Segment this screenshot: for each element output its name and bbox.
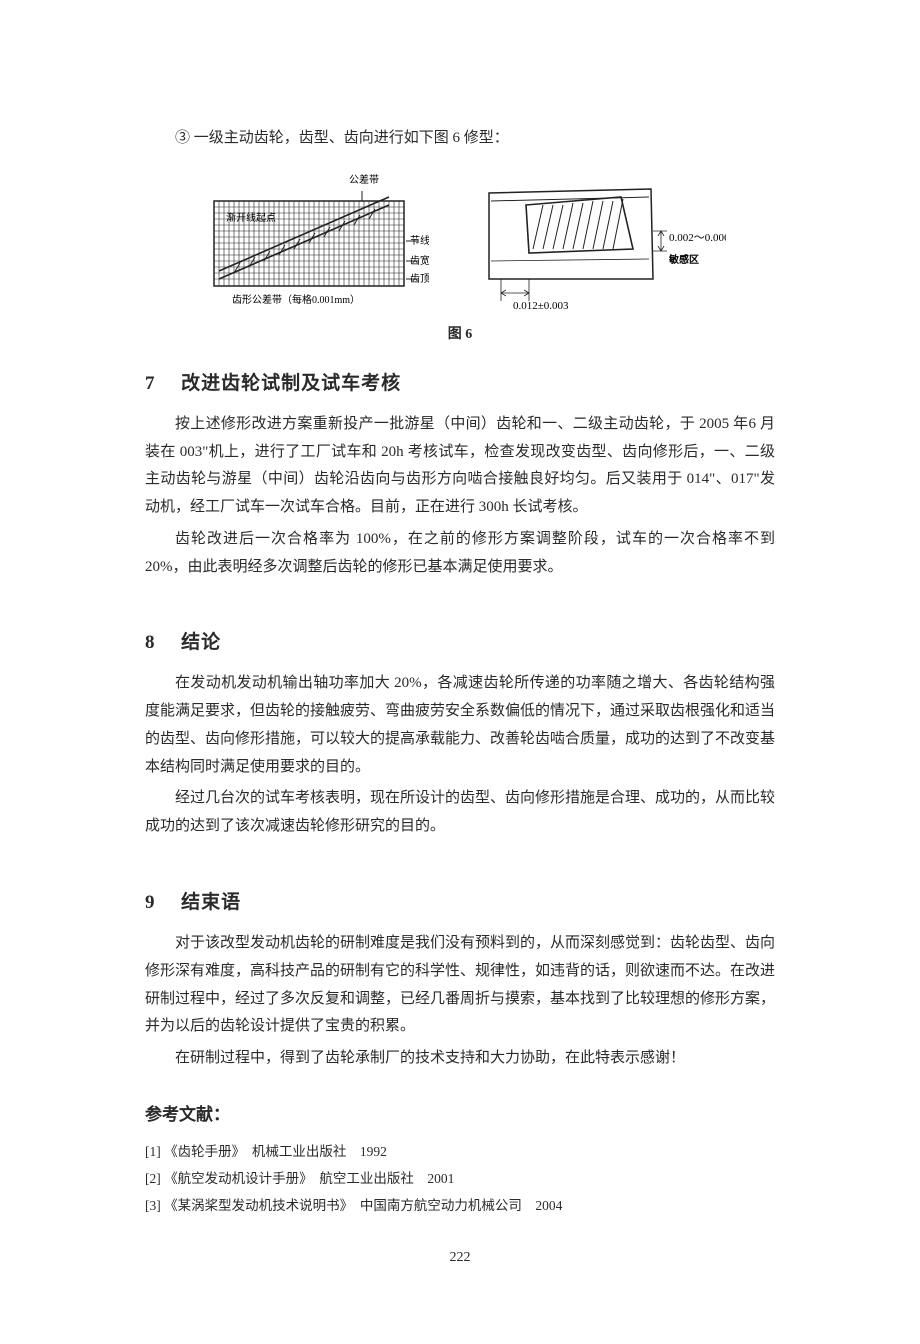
section-7-num: 7 bbox=[145, 366, 175, 401]
figure-6-row: 公差带 渐开线起点 节线 齿宽终 齿顶 齿形公差带（每格0.001mm） bbox=[145, 171, 775, 316]
figure6-left-diagram: 公差带 渐开线起点 节线 齿宽终 齿顶 齿形公差带（每格0.001mm） bbox=[194, 171, 429, 316]
section-9-num: 9 bbox=[145, 885, 175, 920]
fig6r-right-dim: 0.002～0.006 bbox=[669, 232, 726, 244]
section-8-heading: 8 结论 bbox=[145, 625, 775, 660]
section-8-title: 结论 bbox=[181, 632, 221, 653]
section-9-heading: 9 结束语 bbox=[145, 885, 775, 920]
fig6l-label-midr: 节线 bbox=[410, 234, 429, 247]
section-7-para-2: 齿轮改进后一次合格率为 100%，在之前的修形方案调整阶段，试车的一次合格率不到… bbox=[145, 526, 775, 582]
fig6l-label-bottom: 齿形公差带（每格0.001mm） bbox=[232, 293, 360, 306]
fig6l-label-lowr: 齿宽终 bbox=[410, 254, 429, 267]
fig6l-label-upper: 渐开线起点 bbox=[226, 211, 276, 224]
reference-item-3: [3] 《某涡桨型发动机技术说明书》 中国南方航空动力机械公司 2004 bbox=[145, 1194, 775, 1219]
fig6l-label-botr: 齿顶 bbox=[410, 273, 429, 285]
references-title: 参考文献： bbox=[145, 1099, 775, 1130]
fig6r-bottom-dim: 0.012±0.003 bbox=[513, 300, 569, 312]
intro-line: ③ 一级主动齿轮，齿型、齿向进行如下图 6 修型： bbox=[145, 125, 775, 153]
figure6-right-diagram: 0.012±0.003 0.002～0.006 敏感区 bbox=[471, 171, 726, 316]
reference-item-1: [1] 《齿轮手册》 机械工业出版社 1992 bbox=[145, 1140, 775, 1165]
section-7-heading: 7 改进齿轮试制及试车考核 bbox=[145, 366, 775, 401]
section-9-para-2: 在研制过程中，得到了齿轮承制厂的技术支持和大力协助，在此特表示感谢！ bbox=[145, 1045, 775, 1073]
section-8-para-2: 经过几台次的试车考核表明，现在所设计的齿型、齿向修形措施是合理、成功的，从而比较… bbox=[145, 785, 775, 841]
section-7-para-1: 按上述修形改进方案重新投产一批游星（中间）齿轮和一、二级主动齿轮，于 2005 … bbox=[145, 411, 775, 522]
section-8-para-1: 在发动机发动机输出轴功率加大 20%，各减速齿轮所传递的功率随之增大、各齿轮结构… bbox=[145, 670, 775, 781]
section-8-num: 8 bbox=[145, 625, 175, 660]
section-9-title: 结束语 bbox=[181, 892, 241, 913]
section-9-para-1: 对于该改型发动机齿轮的研制难度是我们没有预料到的，从而深刻感觉到：齿轮齿型、齿向… bbox=[145, 930, 775, 1041]
reference-item-2: [2] 《航空发动机设计手册》 航空工业出版社 2001 bbox=[145, 1167, 775, 1192]
figure6-caption: 图 6 bbox=[145, 322, 775, 348]
fig6r-note: 敏感区 bbox=[668, 253, 699, 266]
section-7-title: 改进齿轮试制及试车考核 bbox=[181, 373, 401, 394]
page-number: 222 bbox=[145, 1245, 775, 1271]
fig6l-label-top: 公差带 bbox=[349, 173, 379, 186]
